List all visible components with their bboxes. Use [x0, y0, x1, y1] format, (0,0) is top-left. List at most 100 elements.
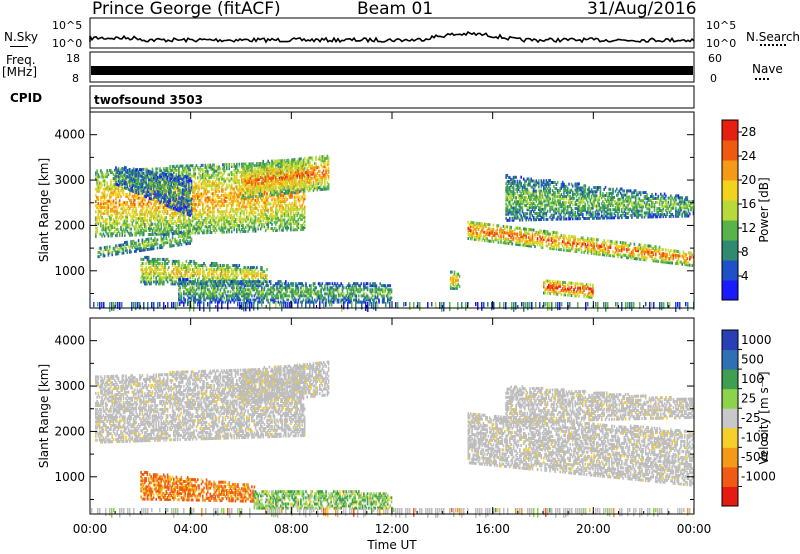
range-cell: [139, 172, 141, 176]
range-cell: [179, 217, 181, 221]
range-cell: [112, 205, 115, 209]
range-cell: [179, 215, 181, 219]
range-cell: [173, 168, 175, 172]
range-cell: [202, 172, 204, 176]
range-cell: [168, 232, 170, 236]
range-cell: [222, 284, 224, 288]
range-cell: [190, 164, 193, 168]
range-cell: [198, 229, 200, 233]
range-cell: [188, 217, 190, 221]
range-cell: [110, 199, 112, 203]
range-cell: [197, 229, 199, 233]
range-cell: [180, 170, 183, 174]
range-cell: [194, 184, 196, 188]
range-cell: [137, 202, 140, 206]
range-cell: [198, 168, 200, 172]
range-cell: [164, 203, 166, 207]
range-cell: [169, 226, 171, 230]
cpid-label: CPID: [10, 91, 43, 105]
range-cell: [130, 176, 132, 180]
range-cell: [130, 219, 132, 223]
range-cell: [140, 196, 142, 200]
range-cell: [102, 220, 105, 224]
range-cell: [189, 227, 191, 231]
range-cell: [151, 181, 154, 185]
range-cell: [236, 162, 238, 166]
range-cell: [106, 185, 108, 189]
range-cell: [108, 195, 111, 199]
range-cell: [174, 213, 176, 217]
range-cell: [166, 212, 169, 215]
range-cell: [174, 191, 176, 195]
range-cell: [170, 220, 173, 224]
range-cell: [191, 196, 194, 200]
range-cell: [149, 233, 151, 236]
range-cell: [131, 223, 134, 227]
range-cell: [193, 217, 195, 221]
range-cell: [200, 176, 203, 180]
nave-tick-bottom: 0: [710, 72, 717, 85]
range-cell: [149, 182, 151, 185]
range-cell: [194, 172, 196, 176]
range-cell: [269, 280, 272, 284]
range-cell: [145, 218, 147, 222]
range-cell: [115, 187, 117, 191]
range-cell: [110, 189, 112, 193]
range-cell: [190, 185, 193, 189]
range-cell: [171, 218, 174, 221]
range-cell: [129, 223, 131, 227]
range-cell: [131, 221, 134, 225]
range-cell: [183, 225, 185, 229]
range-cell: [142, 212, 145, 216]
range-cell: [132, 194, 135, 198]
range-cell: [159, 206, 161, 210]
range-cell: [136, 221, 139, 225]
nave-label: Nave: [752, 62, 783, 76]
range-cell: [106, 171, 108, 175]
range-cell: [149, 226, 151, 230]
range-cell: [137, 223, 140, 227]
range-cell: [125, 227, 127, 231]
range-cell: [96, 187, 98, 191]
range-cell: [229, 290, 232, 294]
range-cell: [195, 209, 198, 212]
range-cell: [170, 201, 173, 205]
range-cell: [179, 286, 181, 290]
range-cell: [122, 201, 125, 205]
range-cell: [166, 167, 169, 171]
range-cell: [150, 222, 152, 226]
range-cell: [197, 190, 199, 194]
range-cell: [194, 207, 196, 210]
range-cell: [111, 232, 113, 236]
range-cell: [258, 204, 261, 208]
range-cell: [190, 176, 193, 180]
range-cell: [95, 193, 97, 197]
range-cell: [180, 174, 183, 178]
range-cell: [181, 168, 184, 172]
range-cell: [249, 280, 252, 284]
range-cell: [239, 298, 242, 302]
range-cell: [131, 211, 134, 215]
range-cell: [149, 216, 151, 220]
range-cell: [126, 225, 129, 229]
range-cell: [146, 206, 149, 210]
range-cell: [129, 227, 131, 231]
range-cell: [171, 222, 174, 226]
range-cell: [174, 203, 176, 207]
range-cell: [106, 187, 108, 191]
range-cell: [103, 175, 106, 179]
range-cell: [141, 219, 144, 222]
range-cell: [164, 218, 166, 222]
nsky-tick-bottom: 10^0: [52, 37, 83, 50]
range-cell: [118, 234, 121, 237]
range-cell: [130, 184, 132, 188]
range-cell: [129, 174, 131, 178]
range-cell: [176, 211, 179, 215]
range-cell: [176, 232, 179, 236]
range-cell: [165, 224, 168, 228]
range-cell: [191, 174, 194, 178]
range-cell: [117, 191, 120, 195]
range-cell: [271, 222, 273, 226]
range-cell: [208, 190, 210, 194]
nsearch-tick-top: 10^5: [706, 19, 737, 32]
